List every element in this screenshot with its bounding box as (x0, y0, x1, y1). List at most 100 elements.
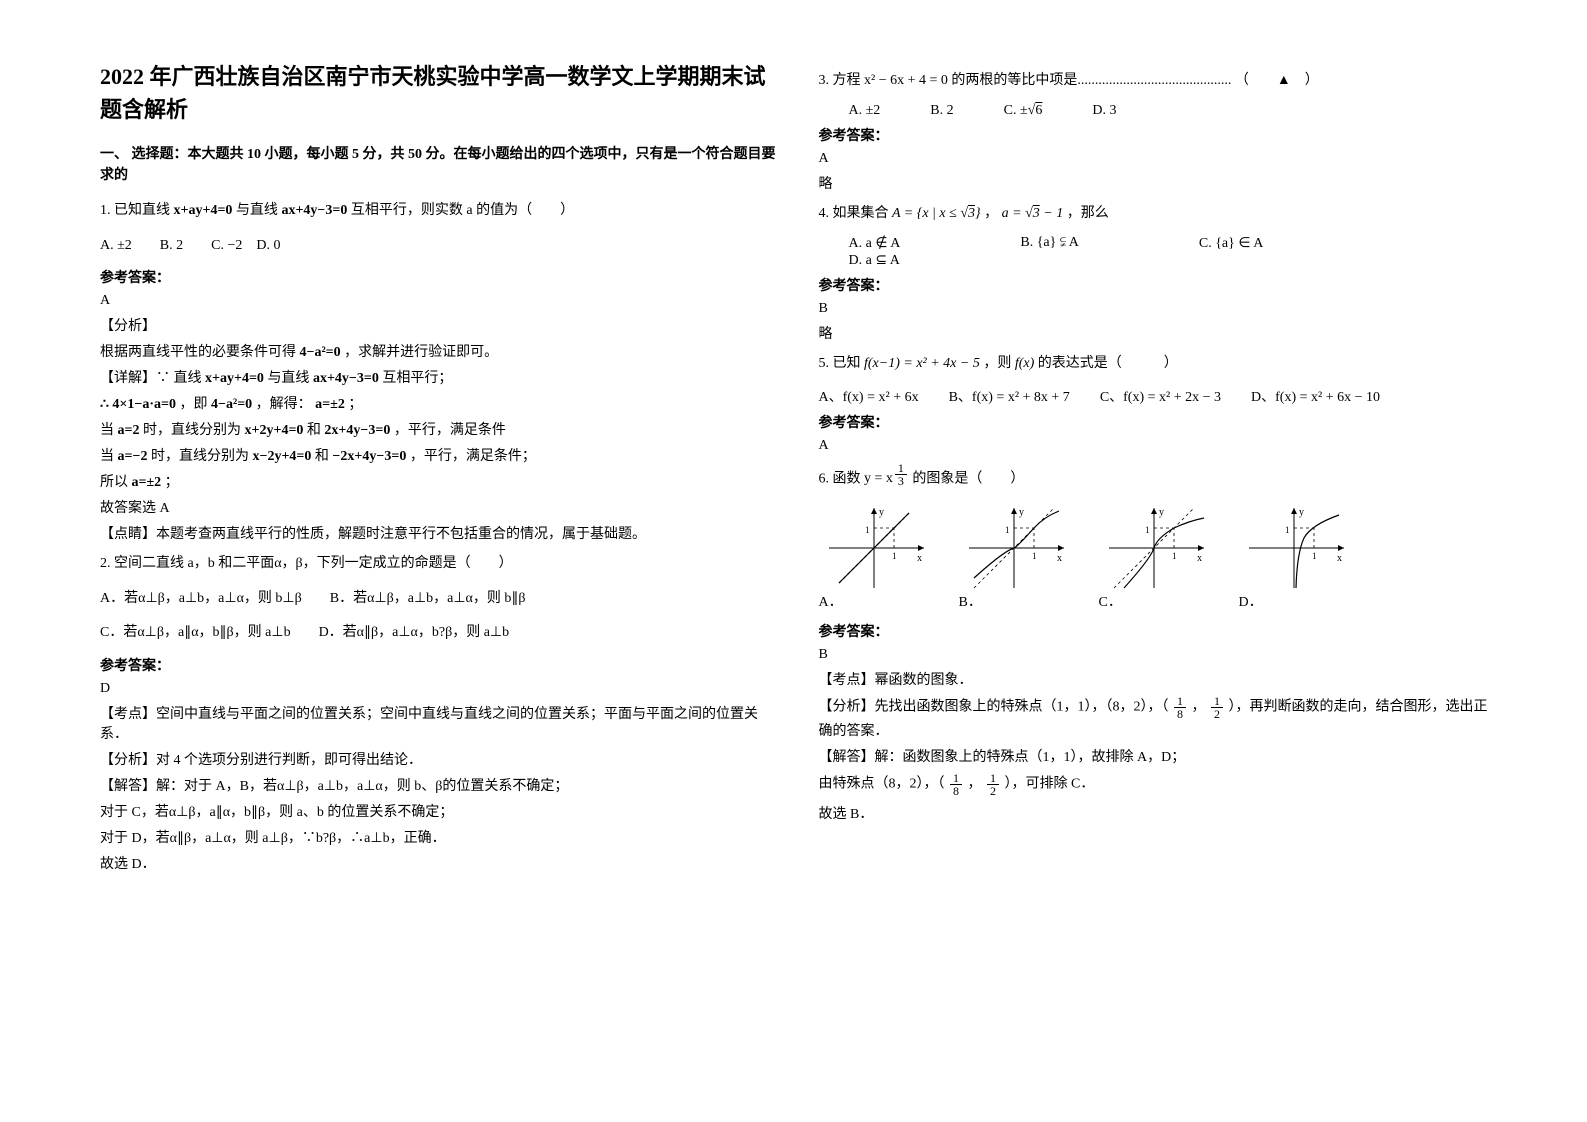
q2-l4: 对于 C，若α⊥β，a∥α，b∥β，则 a、b 的位置关系不确定； (100, 801, 779, 821)
q2-opts-cd: C．若α⊥β，a∥α，b∥β，则 a⊥b D．若α∥β，a⊥α，b?β，则 a⊥… (100, 620, 779, 647)
q1-l2e: 互相平行； (382, 371, 452, 386)
q3-pre: 3. 方程 (819, 73, 865, 88)
q6-label-c: C． (1099, 591, 1122, 611)
svg-text:y: y (1159, 507, 1164, 518)
q1-l4d: x+2y+4=0 (244, 423, 303, 438)
q6-exp-num: 1 (895, 462, 907, 475)
q6-graphs: A． y x 1 1 B． (819, 503, 1498, 593)
q2-l1: 【考点】空间中直线与平面之间的位置关系；空间中直线与直线之间的位置关系；平面与平… (100, 703, 779, 743)
q5-opt-d: D、f(x) = x² + 6x − 10 (1251, 386, 1380, 406)
q2-l3: 【解答】解：对于 A，B，若α⊥β，a⊥b，a⊥α，则 b、β的位置关系不确定； (100, 775, 779, 795)
q4-opt-c: C. {a} ∈ A (1199, 235, 1264, 252)
right-column: 3. 方程 x² − 6x + 4 = 0 的两根的等比中项是.........… (819, 60, 1498, 879)
q4-mid: ， (984, 206, 998, 221)
q3-opt-a: A. ±2 (849, 103, 881, 119)
q4-pre: 4. 如果集合 (819, 206, 893, 221)
q4-lue: 略 (819, 323, 1498, 343)
q1-l4e: 和 (307, 423, 325, 438)
q1-l6b: a=±2 (132, 475, 162, 490)
q4-tail: ，那么 (1067, 206, 1109, 221)
q6-l4-f1n: 1 (950, 772, 962, 785)
q3-options: A. ±2 B. 2 C. ±√6 D. 3 (849, 103, 1498, 119)
q4-opt-d: D. a ⊆ A (849, 253, 900, 268)
q3-opt-d: D. 3 (1092, 103, 1116, 119)
q1-l4g: ，平行，满足条件 (394, 423, 506, 438)
page: 2022 年广西壮族自治区南宁市天桃实验中学高一数学文上学期期末试题含解析 一、… (0, 0, 1587, 919)
q6-l2-f1n: 1 (1174, 695, 1186, 708)
q1-l5a: 当 (100, 449, 118, 464)
q1-stem-pre: 1. 已知直线 (100, 203, 174, 218)
q5-opt-b: B、f(x) = x² + 8x + 7 (949, 386, 1070, 406)
q1-line2: 【详解】∵ 直线 x+ay+4=0 与直线 ax+4y−3=0 互相平行； (100, 367, 779, 387)
q1-l1a: 根据两直线平性的必要条件可得 (100, 345, 296, 360)
q6-l2-f2d: 2 (1211, 708, 1223, 720)
q6-l4-f2d: 2 (987, 785, 999, 797)
q1-line6: 所以 a=±2 ； (100, 471, 779, 491)
q2-l5: 对于 D，若α∥β，a⊥α，则 a⊥β，∵b?β，∴a⊥b，正确． (100, 827, 779, 847)
q4-options-row2: D. a ⊆ A (849, 252, 1498, 269)
q1-line5: 当 a=−2 时，直线分别为 x−2y+4=0 和 −2x+4y−3=0 ，平行… (100, 445, 779, 465)
q4-a-sqrt: 3 (1033, 206, 1040, 221)
left-column: 2022 年广西壮族自治区南宁市天桃实验中学高一数学文上学期期末试题含解析 一、… (100, 60, 779, 879)
svg-text:x: x (1057, 553, 1062, 564)
svg-text:y: y (879, 507, 884, 518)
q4-ans-label: 参考答案： (819, 275, 1498, 295)
q6-l2a: 【分析】先找出函数图象上的特殊点（1，1），（8，2），（ (819, 700, 1169, 715)
q1-l2d: ax+4y−3=0 (313, 371, 379, 386)
q6-l4-f2n: 1 (987, 772, 999, 785)
q1-l5b: a=−2 (118, 449, 148, 464)
q2-ans-label: 参考答案： (100, 655, 779, 675)
q4-opt-b: B. {a} ⫋ A (1020, 235, 1079, 252)
q1-analysis-tag: 【分析】 (100, 315, 779, 335)
question-1: 1. 已知直线 x+ay+4=0 与直线 ax+4y−3=0 互相平行，则实数 … (100, 198, 779, 225)
q4-seta-pre: A = {x | x ≤ (892, 206, 960, 221)
q4-a-post: − 1 (1040, 206, 1063, 221)
question-6: 6. 函数 y = x13 的图象是（ ） (819, 462, 1498, 493)
q1-line8: 【点睛】本题考查两直线平行的性质，解题时注意平行不包括重合的情况，属于基础题。 (100, 523, 779, 543)
q3-opt-c: C. ±√6 (1004, 103, 1043, 119)
svg-text:1: 1 (1172, 551, 1177, 561)
svg-text:1: 1 (865, 525, 870, 535)
q6-l4-f1d: 8 (950, 785, 962, 797)
q6-ans: B (819, 647, 1498, 663)
question-3: 3. 方程 x² − 6x + 4 = 0 的两根的等比中项是.........… (819, 68, 1498, 95)
q3-ans-label: 参考答案： (819, 125, 1498, 145)
q1-l5e: 和 (315, 449, 333, 464)
q6-graph-d-wrap: D． y x 1 1 (1239, 503, 1349, 593)
q2-l2: 【分析】对 4 个选项分别进行判断，即可得出结论． (100, 749, 779, 769)
svg-text:1: 1 (1145, 525, 1150, 535)
q5-opt-a: A、f(x) = x² + 6x (819, 386, 919, 406)
q6-l5: 故选 B． (819, 803, 1498, 823)
q6-post: 的图象是（ ） (912, 471, 1024, 486)
q6-l4-f1: 18 (950, 772, 962, 797)
q1-l1b: 4−a²=0 (300, 345, 341, 360)
section-1-heading: 一、 选择题：本大题共 10 小题，每小题 5 分，共 50 分。在每小题给出的… (100, 144, 779, 186)
question-4: 4. 如果集合 A = {x | x ≤ √3} ， a = √3 − 1 ，那… (819, 201, 1498, 228)
q6-l4a: 由特殊点（8，2），（ (819, 777, 945, 792)
q6-graph-b-wrap: B． y x 1 1 (959, 503, 1069, 593)
q6-l2-f1d: 8 (1174, 708, 1186, 720)
q1-l4a: 当 (100, 423, 118, 438)
q3-post: 的两根的等比中项是...............................… (951, 73, 1318, 88)
q3-ans: A (819, 151, 1498, 167)
q1-mid: 与直线 (236, 203, 282, 218)
q4-seta-sqrt: 3 (968, 206, 975, 221)
doc-title: 2022 年广西壮族自治区南宁市天桃实验中学高一数学文上学期期末试题含解析 (100, 60, 779, 126)
q1-l1c: ，求解并进行验证即可。 (344, 345, 498, 360)
q3-oc-pre: C. ± (1004, 103, 1028, 118)
q4-seta-post: } (975, 206, 981, 221)
q1-l2b: x+ay+4=0 (205, 371, 264, 386)
q6-ans-label: 参考答案： (819, 621, 1498, 641)
q3-opt-b: B. 2 (930, 103, 953, 119)
svg-text:1: 1 (1032, 551, 1037, 561)
svg-text:y: y (1299, 507, 1304, 518)
q1-line4: 当 a=2 时，直线分别为 x+2y+4=0 和 2x+4y−3=0 ，平行，满… (100, 419, 779, 439)
q4-options-row1: A. a ∉ A B. {a} ⫋ A C. {a} ∈ A (849, 235, 1498, 252)
q1-l5d: x−2y+4=0 (252, 449, 311, 464)
q4-opt-a: A. a ∉ A (849, 235, 901, 252)
q6-label-a: A． (819, 591, 843, 611)
q5-pre: 5. 已知 (819, 356, 865, 371)
svg-text:x: x (1197, 553, 1202, 564)
q1-l3c: 4−a²=0 (211, 397, 252, 412)
q1-l2c: 与直线 (267, 371, 313, 386)
